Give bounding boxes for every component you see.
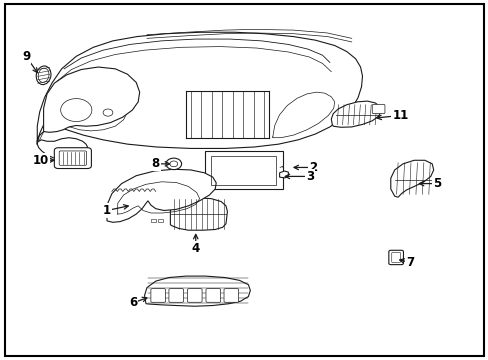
Polygon shape (43, 67, 140, 132)
Ellipse shape (36, 66, 51, 85)
FancyBboxPatch shape (205, 289, 220, 302)
Polygon shape (390, 160, 433, 197)
Text: 8: 8 (151, 157, 160, 170)
Text: 7: 7 (406, 256, 413, 269)
Bar (211, 156, 275, 185)
Bar (158, 220, 162, 222)
FancyBboxPatch shape (205, 151, 282, 189)
Text: 9: 9 (22, 50, 30, 63)
Polygon shape (37, 32, 362, 148)
Polygon shape (37, 138, 87, 159)
Polygon shape (279, 171, 288, 178)
Polygon shape (144, 276, 250, 306)
Polygon shape (330, 101, 380, 127)
FancyBboxPatch shape (168, 289, 183, 302)
Text: 3: 3 (305, 170, 314, 183)
Text: 5: 5 (432, 177, 440, 190)
Text: 6: 6 (129, 296, 137, 309)
FancyBboxPatch shape (54, 148, 91, 168)
Polygon shape (170, 198, 227, 230)
Text: 4: 4 (191, 242, 200, 255)
Bar (151, 220, 156, 222)
Circle shape (165, 158, 181, 170)
FancyBboxPatch shape (371, 104, 384, 114)
FancyBboxPatch shape (151, 289, 165, 302)
Text: 11: 11 (391, 109, 408, 122)
FancyBboxPatch shape (187, 289, 202, 302)
FancyBboxPatch shape (388, 250, 403, 265)
Text: 1: 1 (102, 204, 111, 217)
FancyBboxPatch shape (224, 289, 238, 302)
Polygon shape (107, 169, 216, 222)
Text: 2: 2 (308, 161, 316, 174)
Text: 10: 10 (33, 154, 49, 167)
